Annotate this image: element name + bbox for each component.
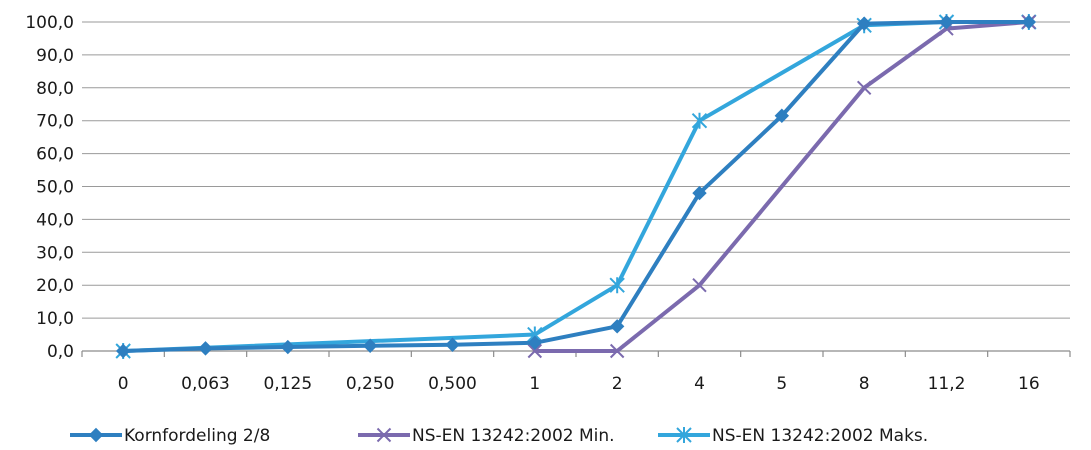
y-tick-label: 30,0 <box>36 243 74 263</box>
x-tick-label: 0 <box>118 374 129 394</box>
data-point <box>856 16 872 31</box>
data-point <box>527 335 543 350</box>
y-tick-label: 100,0 <box>25 13 74 33</box>
y-tick-label: 40,0 <box>36 210 74 230</box>
series-lines <box>115 14 1037 359</box>
legend-marker <box>676 427 692 443</box>
y-tick-label: 10,0 <box>36 309 74 329</box>
x-tick-label: 0,500 <box>428 374 477 394</box>
y-tick-label: 0,0 <box>47 342 74 362</box>
x-tick-label: 8 <box>859 374 870 394</box>
x-tick-label: 1 <box>529 374 540 394</box>
series-1 <box>115 14 1037 359</box>
gridlines <box>82 21 1070 319</box>
data-point <box>609 343 625 359</box>
data-point <box>280 339 296 355</box>
x-tick-label: 2 <box>612 374 623 394</box>
legend-label: NS-EN 13242:2002 Maks. <box>712 426 928 446</box>
data-point <box>362 338 378 353</box>
data-point <box>692 185 707 201</box>
data-point <box>692 277 707 293</box>
data-point <box>115 343 131 359</box>
y-tick-label: 50,0 <box>36 178 74 198</box>
y-tick-label: 90,0 <box>36 46 74 66</box>
data-point <box>774 108 790 123</box>
y-tick-label: 60,0 <box>36 145 74 165</box>
y-tick-label: 70,0 <box>36 112 74 132</box>
data-point <box>1021 14 1037 30</box>
legend-item: NS-EN 13242:2002 Min. <box>358 426 615 446</box>
legend: Kornfordeling 2/8 NS-EN 13242:2002 Min. NS… <box>70 426 928 446</box>
data-point <box>609 319 625 334</box>
legend-marker <box>376 427 392 443</box>
x-tick-label: 0,063 <box>181 374 230 394</box>
x-axis-tick-labels: 0 0,063 0,125 0,250 0,500 1 2 4 5 8 11,2 16 <box>118 374 1040 394</box>
y-axis-tick-labels: 0,0 10,0 20,0 30,0 40,0 50,0 60,0 70,0 80,0 90,0 1… <box>25 13 74 362</box>
data-point <box>198 341 213 356</box>
legend-item: Kornfordeling 2/8 <box>70 426 270 446</box>
series-line <box>123 20 1029 353</box>
data-point <box>609 277 625 294</box>
x-tick-label: 0,250 <box>346 374 395 394</box>
data-point <box>445 337 460 352</box>
x-tick-label: 16 <box>1018 374 1040 394</box>
legend-marker <box>88 427 104 443</box>
series-line <box>534 20 1029 353</box>
x-tick-label: 4 <box>694 374 705 394</box>
data-point <box>939 14 954 30</box>
legend-label: Kornfordeling 2/8 <box>124 426 270 446</box>
legend-label: NS-EN 13242:2002 Min. <box>412 426 615 446</box>
data-point <box>856 80 872 96</box>
legend-item: NS-EN 13242:2002 Maks. <box>658 426 928 446</box>
x-tick-label: 5 <box>776 374 787 394</box>
x-tick-label: 11,2 <box>928 374 966 394</box>
x-tick-label: 0,125 <box>263 374 312 394</box>
y-tick-label: 20,0 <box>36 276 74 296</box>
y-tick-label: 80,0 <box>36 79 74 99</box>
data-point <box>527 343 543 359</box>
data-point <box>691 112 708 129</box>
